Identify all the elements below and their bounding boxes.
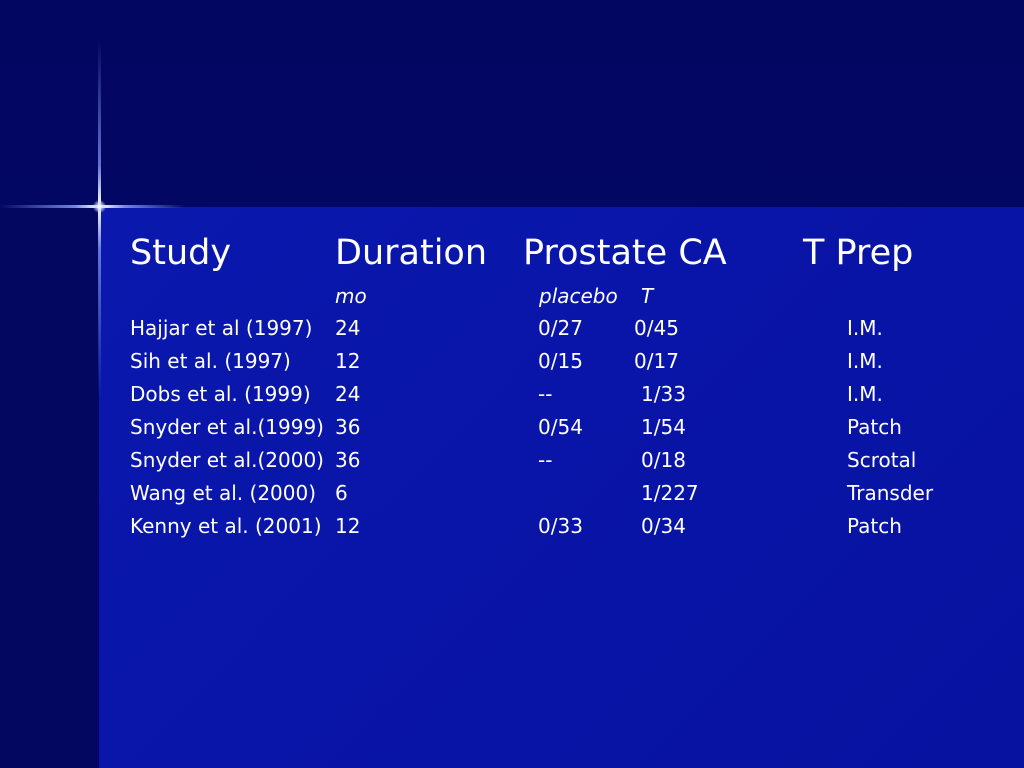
cell-placebo: 0/27 — [538, 316, 583, 340]
cell-prep: Transder — [847, 481, 934, 505]
cell-duration: 36 — [335, 448, 361, 472]
cell-study: Wang et al. (2000) — [130, 481, 317, 505]
cell-duration: 24 — [335, 316, 361, 340]
cell-duration: 36 — [335, 415, 361, 439]
cell-prep: Patch — [847, 514, 902, 538]
subheader-t: T — [641, 284, 654, 308]
header-prostate-ca: Prostate CA — [523, 233, 727, 273]
header-study: Study — [130, 233, 232, 273]
cell-t: 0/18 — [641, 448, 686, 472]
background-main-panel — [99, 207, 1024, 768]
cell-t: 0/34 — [641, 514, 686, 538]
background-top-band — [0, 0, 1024, 207]
sparkle-vertical-ray — [98, 40, 101, 400]
cell-placebo: 0/15 — [538, 349, 583, 373]
sparkle-icon — [93, 200, 106, 213]
cell-placebo: 0/33 — [538, 514, 583, 538]
cell-study: Hajjar et al (1997) — [130, 316, 313, 340]
cell-prep: I.M. — [847, 382, 883, 406]
cell-duration: 12 — [335, 514, 361, 538]
cell-placebo: -- — [538, 382, 553, 406]
sparkle-horizontal-ray — [0, 205, 185, 208]
cell-placebo: 0/54 — [538, 415, 583, 439]
subheader-duration-unit: mo — [335, 284, 367, 308]
cell-prep: I.M. — [847, 316, 883, 340]
cell-prep: Patch — [847, 415, 902, 439]
background-left-band — [0, 207, 99, 768]
cell-study: Kenny et al. (2001) — [130, 514, 322, 538]
cell-duration: 24 — [335, 382, 361, 406]
cell-t: 1/54 — [641, 415, 686, 439]
cell-t: 1/33 — [641, 382, 686, 406]
cell-duration: 6 — [335, 481, 348, 505]
cell-t: 1/227 — [641, 481, 699, 505]
cell-study: Snyder et al.(1999) — [130, 415, 324, 439]
header-duration: Duration — [335, 233, 488, 273]
cell-duration: 12 — [335, 349, 361, 373]
cell-study: Dobs et al. (1999) — [130, 382, 311, 406]
cell-t: 0/45 — [634, 316, 679, 340]
header-t-prep: T Prep — [803, 233, 914, 273]
cell-study: Sih et al. (1997) — [130, 349, 291, 373]
cell-study: Snyder et al.(2000) — [130, 448, 324, 472]
subheader-placebo: placebo — [539, 284, 618, 308]
cell-prep: I.M. — [847, 349, 883, 373]
cell-placebo: -- — [538, 448, 553, 472]
cell-t: 0/17 — [634, 349, 679, 373]
cell-prep: Scrotal — [847, 448, 917, 472]
